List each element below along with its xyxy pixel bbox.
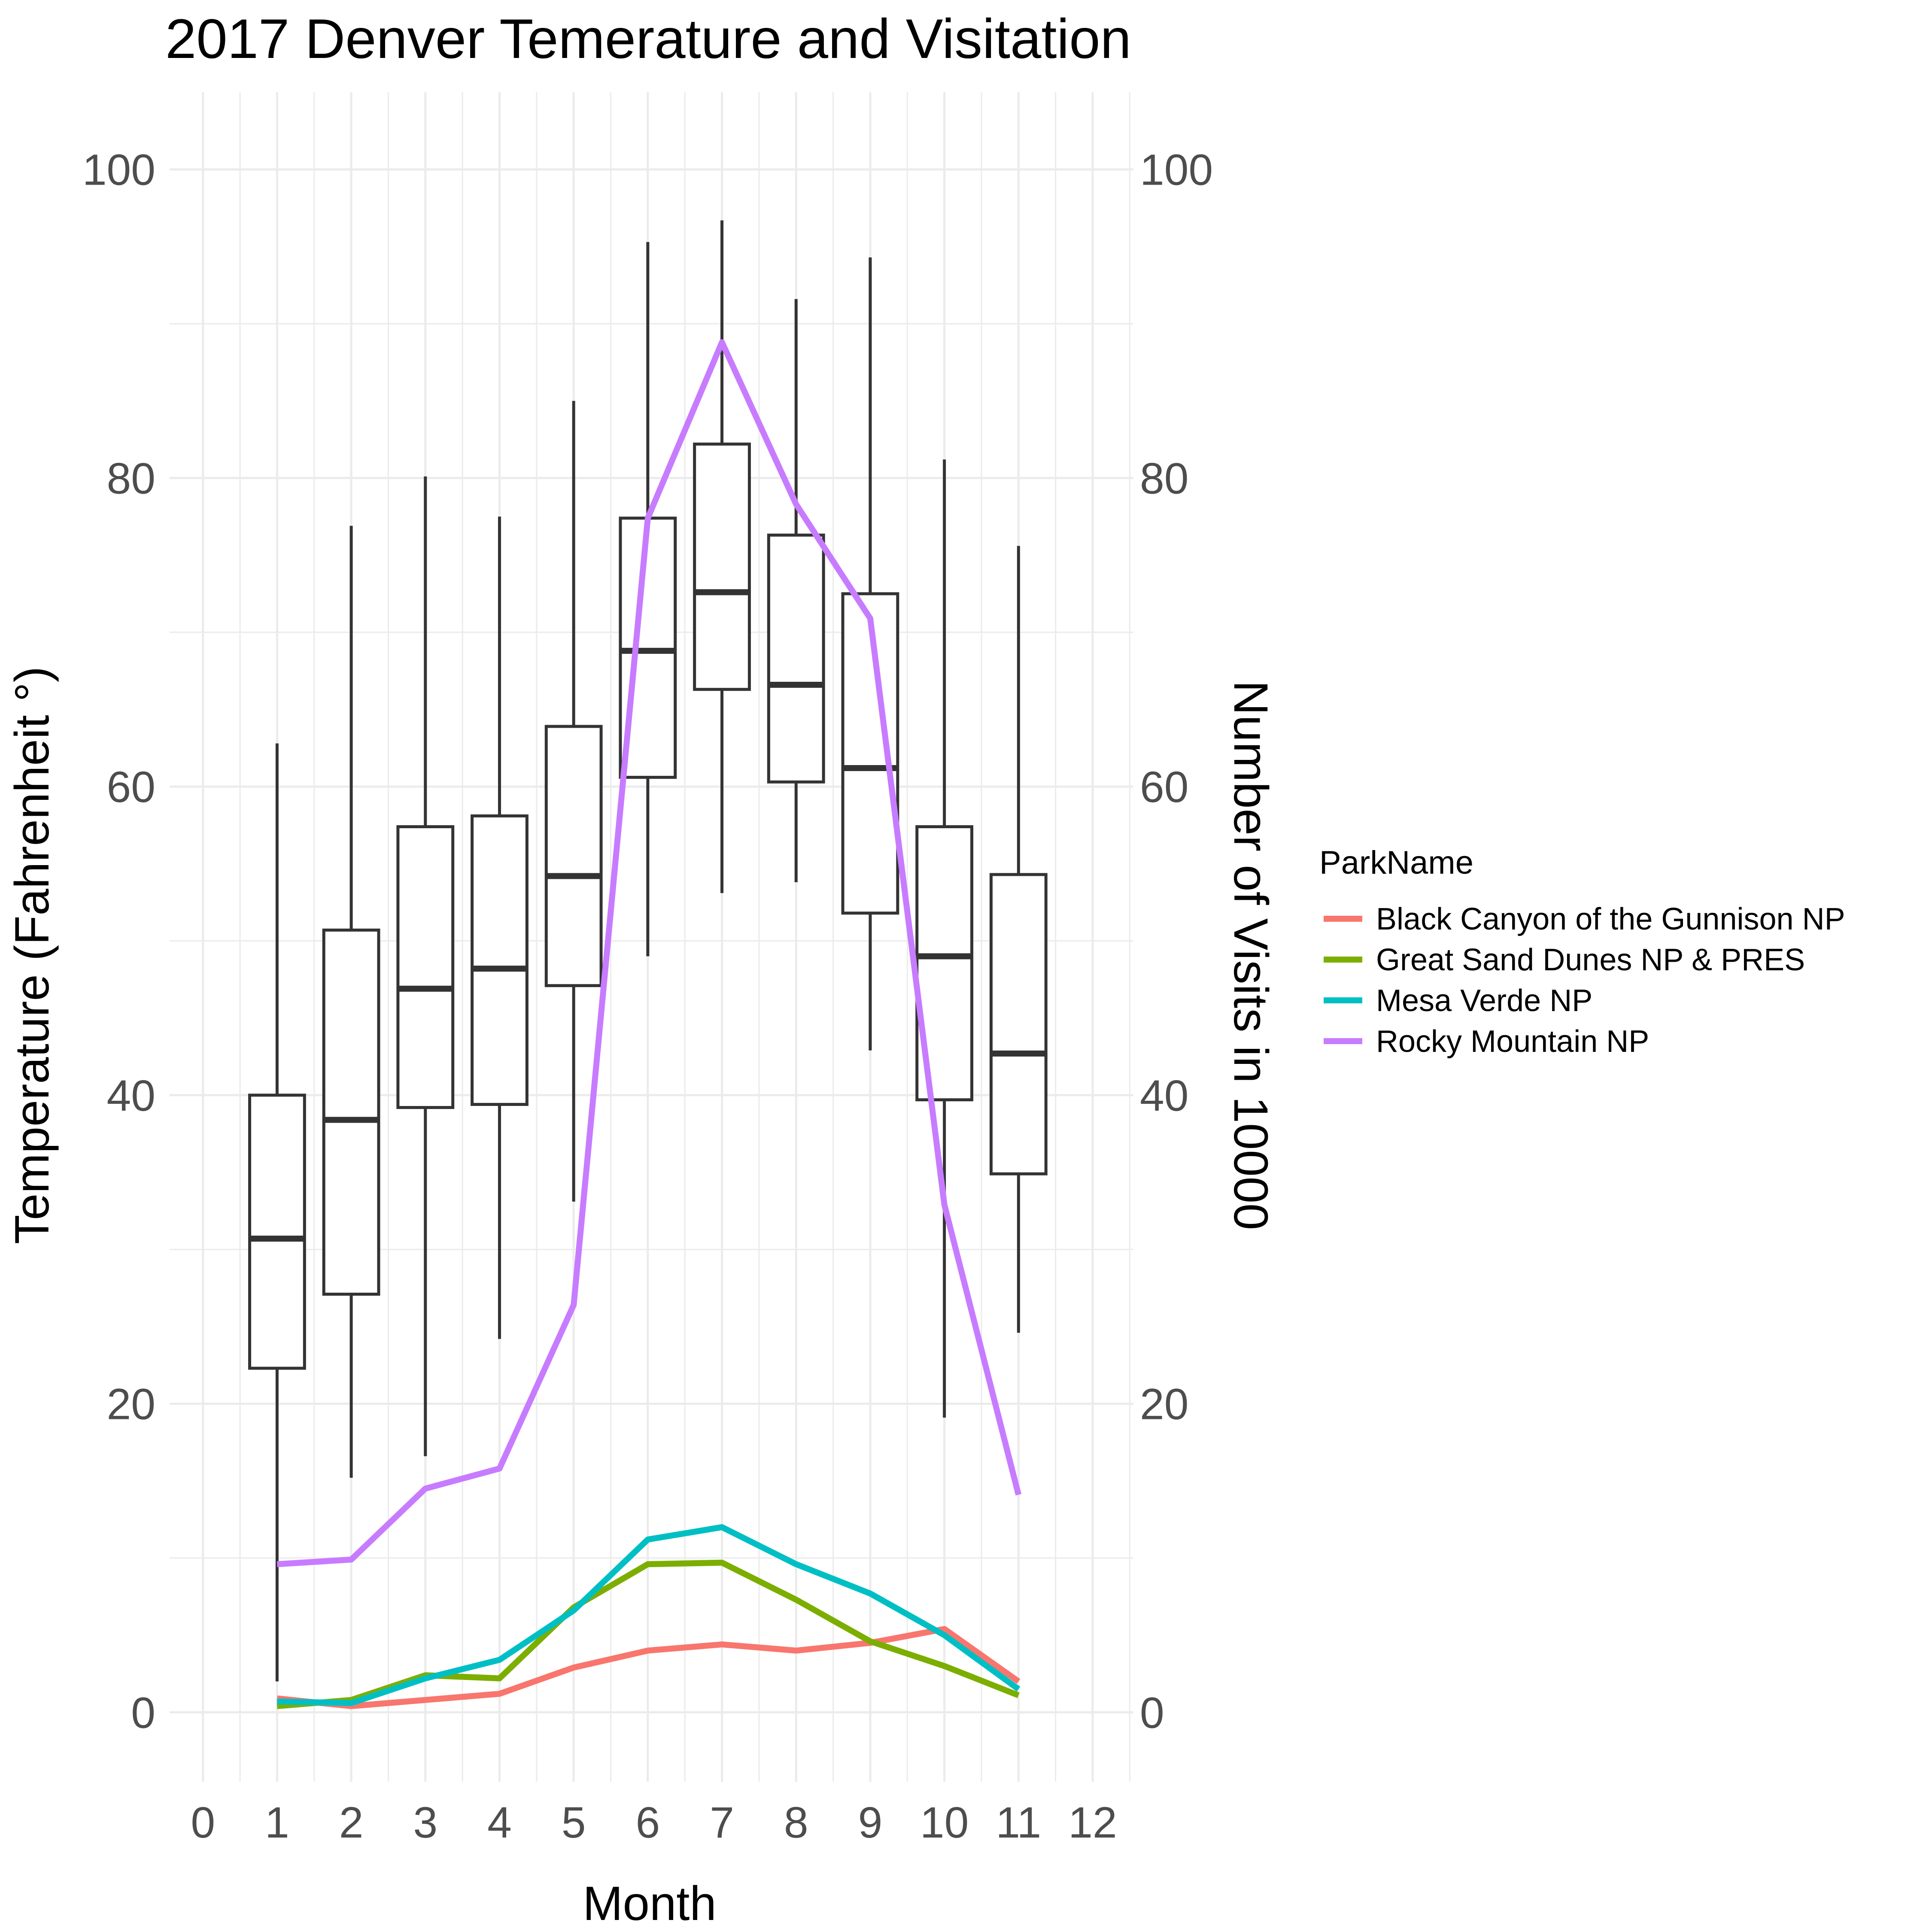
boxplot-box xyxy=(544,725,603,987)
y-tick-label-right: 60 xyxy=(1140,762,1188,811)
chart-title: 2017 Denver Temerature and Visitation xyxy=(165,7,1131,70)
boxplot xyxy=(989,546,1048,1333)
x-axis-title: Month xyxy=(583,1877,716,1930)
x-tick-label: 1 xyxy=(265,1798,289,1847)
boxplot xyxy=(544,401,603,1202)
x-tick-label: 0 xyxy=(191,1798,215,1847)
y-tick-label-left: 20 xyxy=(107,1380,155,1429)
y-tick-label-right: 40 xyxy=(1140,1071,1188,1120)
x-tick-label: 7 xyxy=(710,1798,734,1847)
legend-label: Black Canyon of the Gunnison NP xyxy=(1376,902,1845,936)
boxplot-box xyxy=(322,928,380,1296)
boxplot-box xyxy=(693,442,751,691)
y-tick-label-left: 80 xyxy=(107,454,155,503)
x-axis: 0 1 2 3 4 5 6 7 8 9 10 11 12 xyxy=(191,1798,1117,1847)
x-tick-label: 9 xyxy=(858,1798,883,1847)
boxplot-box xyxy=(248,1094,306,1370)
x-tick-label: 6 xyxy=(635,1798,660,1847)
legend-label: Great Sand Dunes NP & PRES xyxy=(1376,943,1805,977)
y-tick-label-left: 60 xyxy=(107,762,155,811)
boxplot-box xyxy=(989,873,1048,1176)
x-tick-label: 10 xyxy=(920,1798,969,1847)
boxplot xyxy=(767,299,825,882)
x-tick-label: 5 xyxy=(562,1798,586,1847)
x-tick-label: 2 xyxy=(339,1798,364,1847)
boxplot xyxy=(322,526,380,1478)
boxplot-box xyxy=(396,825,455,1109)
boxplot xyxy=(693,220,751,893)
y-axis-left: 0 20 40 60 80 100 xyxy=(82,146,155,1738)
y-tick-label-left: 100 xyxy=(82,146,155,194)
y-axis-right: 0 20 40 60 80 100 xyxy=(1140,146,1213,1738)
y-tick-label-right: 100 xyxy=(1140,146,1213,194)
x-tick-label: 12 xyxy=(1068,1798,1117,1847)
series-lines xyxy=(276,339,1022,1709)
y-tick-label-right: 20 xyxy=(1140,1380,1188,1429)
y-axis-right-title: Number of Visits in 10000 xyxy=(1224,680,1278,1230)
boxplot-box xyxy=(471,814,529,1106)
y-tick-label-right: 0 xyxy=(1140,1688,1164,1737)
boxplot-box xyxy=(767,533,825,784)
y-axis-left-title: Temperature (Fahrenheit °) xyxy=(5,666,59,1244)
legend-label: Rocky Mountain NP xyxy=(1376,1024,1649,1059)
series-line xyxy=(276,339,1022,1567)
y-tick-label-left: 0 xyxy=(131,1688,155,1737)
boxplot xyxy=(248,743,306,1682)
legend-title: ParkName xyxy=(1319,844,1473,881)
boxplot xyxy=(396,476,455,1456)
x-tick-label: 3 xyxy=(413,1798,437,1847)
y-tick-label-left: 40 xyxy=(107,1071,155,1120)
x-tick-label: 4 xyxy=(487,1798,512,1847)
series-line xyxy=(277,1524,1021,1706)
series-line xyxy=(276,1626,1021,1709)
y-tick-label-right: 80 xyxy=(1140,454,1188,503)
boxplot xyxy=(471,516,529,1339)
x-tick-label: 11 xyxy=(996,1798,1041,1847)
x-tick-label: 8 xyxy=(784,1798,808,1847)
legend: ParkName Black Canyon of the Gunnison NP… xyxy=(1319,844,1845,1059)
legend-label: Mesa Verde NP xyxy=(1376,984,1592,1018)
